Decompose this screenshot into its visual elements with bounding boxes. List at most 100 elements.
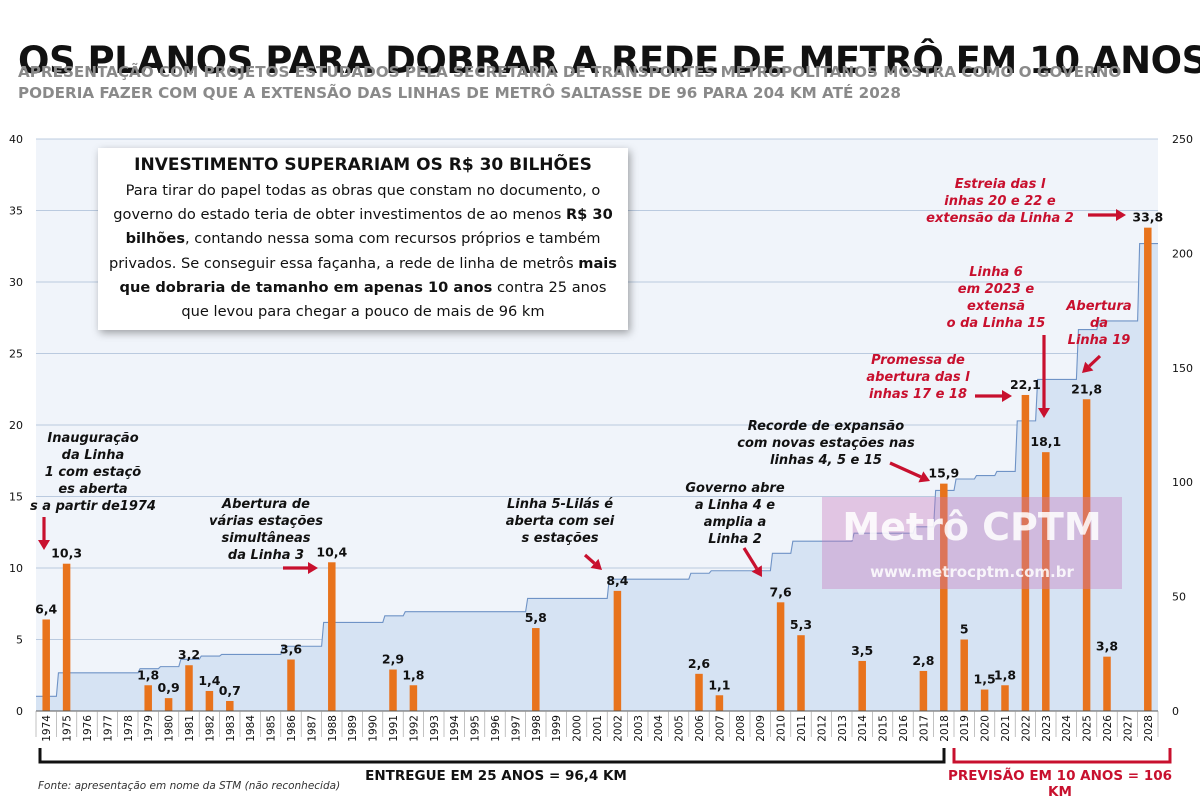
annotation-line: 1 com estaçõ	[45, 465, 142, 480]
annotation-line: Abertura de	[221, 497, 310, 512]
delivered-label: ENTREGUE EM 25 ANOS = 96,4 KM	[365, 768, 627, 784]
x-tick-label: 2012	[816, 715, 828, 742]
x-tick-label: 1987	[306, 715, 318, 742]
bar-value-label: 1,8	[402, 667, 424, 682]
bar-1975	[62, 563, 71, 711]
bar-value-label: 5,8	[525, 610, 547, 625]
bar-2011	[797, 635, 805, 711]
x-tick-label: 2013	[837, 715, 849, 742]
x-axis: 1974 1975 1976 1977 1978 1979 1980 1981 1982 1983…	[35, 710, 1159, 742]
x-tick-label: 1979	[143, 715, 155, 742]
annotation-line: inhas 17 e 18	[869, 387, 967, 402]
x-tick-label: 1998	[531, 715, 543, 742]
arrow-head	[38, 540, 50, 550]
y-tick-label: 30	[9, 276, 23, 289]
bars-group	[42, 227, 1152, 711]
bar-2020	[980, 689, 989, 711]
bar-value-label: 5	[960, 622, 969, 637]
x-tick-label: 1975	[62, 715, 74, 742]
x-tick-label: 1992	[408, 715, 420, 742]
bar-2019	[960, 639, 968, 711]
x-tick-label: 2028	[1143, 715, 1155, 742]
x-tick-label: 2024	[1061, 715, 1073, 742]
bar-value-label: 1,5	[974, 672, 996, 687]
bar-1982	[205, 690, 214, 711]
x-tick-label: 2008	[735, 715, 747, 742]
arrow-head	[1002, 390, 1012, 402]
info-box-text: Para tirar do papel todas as obras que c…	[108, 179, 618, 324]
bar-value-label: 10,3	[51, 546, 82, 561]
annotation-text: Inauguração da Linha 1 com estaçõ es aberta…	[30, 431, 156, 514]
arrow-head	[1116, 209, 1126, 221]
bar-value-label: 2,6	[688, 656, 710, 671]
annotation-line: s a partir de1974	[30, 499, 156, 514]
x-tick-label: 1976	[82, 715, 94, 742]
arrow-head	[1038, 408, 1050, 418]
y-axis-left: 0 5 10 15 20 25 30 35 40	[9, 133, 23, 718]
x-tick-label: 1996	[490, 715, 502, 742]
bar-1983	[226, 700, 234, 711]
x-tick-label: 2011	[796, 715, 808, 742]
bar-2026	[1103, 656, 1111, 711]
info-box-title: INVESTIMENTO SUPERARIAM OS R$ 30 BILHÕES	[134, 155, 592, 175]
x-tick-label: 2026	[1102, 715, 1114, 742]
x-tick-label: 2019	[959, 715, 971, 742]
bar-2023	[1042, 452, 1050, 711]
y-tick-label: 15	[9, 491, 23, 504]
annotation-line: inhas 20 e 22 e	[944, 194, 1056, 209]
delivered-bracket	[38, 748, 946, 764]
bar-value-label: 3,5	[851, 643, 873, 658]
annotation-line: aberta com sei	[506, 514, 615, 529]
x-tick-label: 2003	[633, 715, 645, 742]
bar-value-label: 33,8	[1132, 210, 1163, 225]
y2-tick-label: 150	[1172, 362, 1193, 375]
x-tick-label: 2027	[1122, 715, 1134, 742]
arrow-head	[590, 558, 602, 570]
x-tick-label: 1985	[266, 715, 278, 742]
annotation-line: s estações	[522, 531, 599, 546]
annotation-line: Recorde de expansão	[748, 419, 905, 434]
bar-2021	[1001, 685, 1009, 711]
annotation-text: Promessa de abertura das l inhas 17 e 18	[866, 353, 970, 402]
bar-1988	[328, 562, 336, 711]
arrow-shaft	[583, 553, 596, 565]
y-tick-label: 10	[9, 562, 23, 575]
info-text-part: Para tirar do papel todas as obras que c…	[113, 182, 601, 224]
bar-1986	[287, 659, 295, 711]
bar-value-label: 7,6	[770, 584, 792, 599]
bar-value-label: 18,1	[1030, 434, 1061, 449]
annotation-text: Linha 5-Lilás é aberta com sei s estações	[506, 497, 615, 546]
y-tick-label: 25	[9, 348, 23, 361]
bar-2025	[1082, 399, 1091, 711]
annotation-line: com novas estações nas	[737, 436, 915, 451]
bar-2018	[940, 483, 948, 711]
annotation-line: da	[1090, 316, 1108, 331]
x-tick-label: 1974	[41, 715, 53, 742]
y-axis-right: 0 50 100 150 200 250	[1172, 133, 1193, 718]
annotation-text: Recorde de expansão com novas estações na…	[737, 419, 915, 468]
x-tick-label: 2002	[612, 715, 624, 742]
bar-1998	[532, 628, 540, 711]
x-tick-label: 2021	[1000, 715, 1012, 742]
bar-1979	[144, 685, 152, 711]
bar-value-label: 2,9	[382, 652, 404, 667]
x-tick-label: 1982	[204, 715, 216, 742]
bar-value-label: 3,2	[178, 647, 200, 662]
arrow-head	[308, 562, 318, 574]
x-tick-label: 2022	[1020, 715, 1032, 742]
bar-value-label: 2,8	[912, 653, 934, 668]
arrow-shaft	[889, 461, 922, 479]
bar-2010	[776, 602, 785, 711]
bar-value-label: 10,4	[316, 544, 347, 559]
info-text-bold: mais que dobraria de tamanho em apenas 1…	[119, 254, 617, 296]
x-tick-label: 1993	[429, 715, 441, 742]
watermark: Metrô CPTM www.metrocptm.com.br	[822, 497, 1122, 589]
bar-value-label: 5,3	[790, 617, 812, 632]
annotation-line: Linha 5-Lilás é	[507, 497, 613, 512]
annotation-line: em 2023 e	[958, 282, 1035, 297]
annotation-line: abertura das l	[866, 370, 970, 385]
bar-value-label: 21,8	[1071, 381, 1102, 396]
annotation-text: Estreia das l inhas 20 e 22 e extensão da …	[926, 177, 1074, 226]
y-tick-label: 40	[9, 133, 23, 146]
bar-value-label: 6,4	[35, 601, 57, 616]
